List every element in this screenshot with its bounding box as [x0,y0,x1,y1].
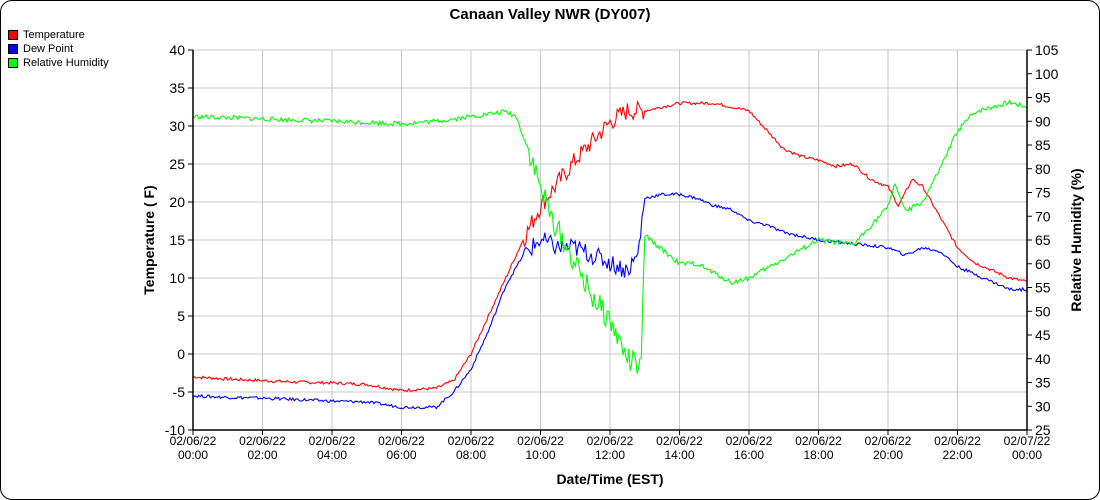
x-tick-label-date: 02/06/22 [448,434,495,448]
y2-tick-label: 45 [1035,327,1051,343]
x-tick-label-time: 00:00 [178,448,208,462]
y2-tick-label: 35 [1035,375,1051,391]
dew-point-line [192,192,1028,410]
x-tick-label-date: 02/06/22 [517,434,564,448]
x-tick-label-date: 02/06/22 [656,434,703,448]
y-tick-label: 40 [169,42,185,58]
y-tick-label: 0 [177,346,185,362]
y-tick-label: -5 [173,384,186,400]
x-tick-label-time: 10:00 [525,448,555,462]
y-axis-label: Temperature ( F) [141,185,157,294]
y2-tick-label: 30 [1035,398,1051,414]
x-tick-label-time: 18:00 [803,448,833,462]
temperature-swatch [8,30,18,40]
y2-tick-label: 70 [1035,208,1051,224]
y-tick-label: 15 [169,232,185,248]
x-tick-label-time: 20:00 [873,448,903,462]
x-tick-label-date: 02/06/22 [865,434,912,448]
y2-tick-label: 100 [1035,66,1059,82]
legend: Temperature Dew Point Relative Humidity [8,28,109,70]
relative-humidity-line [192,98,1028,374]
legend-label: Relative Humidity [23,57,109,69]
x-tick-label-date: 02/06/22 [934,434,981,448]
chart-title: Canaan Valley NWR (DY007) [450,6,651,23]
x-tick-label-time: 12:00 [595,448,625,462]
y2-tick-label: 65 [1035,232,1051,248]
y-tick-label: 5 [177,308,185,324]
y2-tick-label: 95 [1035,90,1051,106]
legend-item-relative-humidity: Relative Humidity [8,56,109,70]
x-tick-label-time: 00:00 [1012,448,1042,462]
y2-tick-label: 75 [1035,185,1051,201]
x-tick-label-time: 04:00 [317,448,347,462]
y2-tick-label: 80 [1035,161,1051,177]
y2-tick-label: 55 [1035,280,1051,296]
y-tick-label: 25 [169,156,185,172]
x-tick-label-time: 14:00 [664,448,694,462]
legend-label: Dew Point [23,43,74,55]
y-tick-label: 10 [169,270,185,286]
x-tick-label-date: 02/06/22 [170,434,217,448]
relative-humidity-swatch [8,58,18,68]
y-tick-label: 20 [169,194,185,210]
y2-tick-label: 60 [1035,256,1051,272]
legend-item-temperature: Temperature [8,28,109,42]
x-tick-label-time: 16:00 [734,448,764,462]
y2-tick-label: 50 [1035,303,1051,319]
x-tick-label-time: 22:00 [942,448,972,462]
x-tick-label-date: 02/06/22 [795,434,842,448]
x-tick-label-date: 02/06/22 [309,434,356,448]
legend-label: Temperature [23,29,85,41]
x-tick-label-date: 02/07/22 [1004,434,1051,448]
x-tick-label-time: 02:00 [247,448,277,462]
legend-item-dew-point: Dew Point [8,42,109,56]
y2-tick-label: 40 [1035,351,1051,367]
x-tick-label-date: 02/06/22 [726,434,773,448]
x-tick-label-time: 06:00 [386,448,416,462]
y2-tick-label: 90 [1035,113,1051,129]
dew-point-swatch [8,44,18,54]
y2-tick-label: 105 [1035,42,1059,58]
x-tick-label-date: 02/06/22 [378,434,425,448]
y2-axis-label: Relative Humidity (%) [1068,168,1084,311]
x-tick-label-date: 02/06/22 [587,434,634,448]
y2-tick-label: 85 [1035,137,1051,153]
x-axis-label: Date/Time (EST) [556,471,663,487]
y-tick-label: -10 [165,422,185,438]
temperature-line [192,99,1028,393]
x-tick-label-date: 02/06/22 [239,434,286,448]
x-tick-label-time: 08:00 [456,448,486,462]
y-tick-label: 35 [169,80,185,96]
y2-tick-label: 25 [1035,422,1051,438]
y-tick-label: 30 [169,118,185,134]
